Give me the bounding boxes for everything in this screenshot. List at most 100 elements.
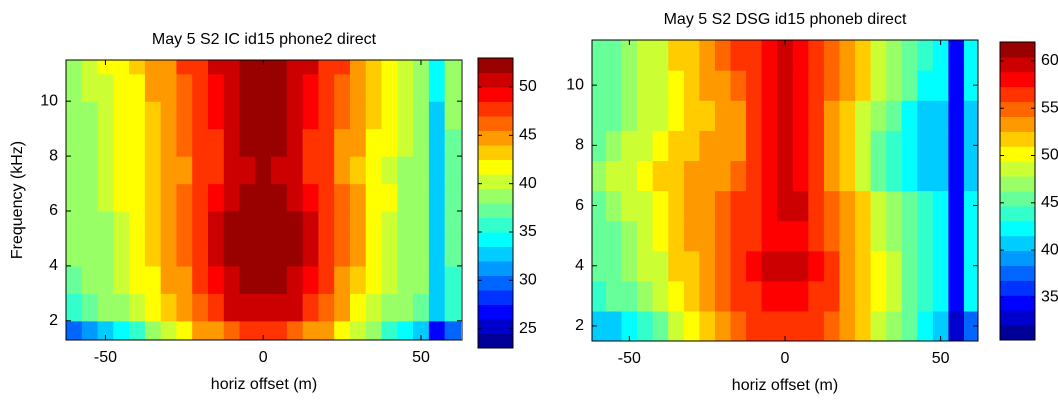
heatmap-cell xyxy=(192,73,209,102)
heatmap-cell xyxy=(855,70,872,101)
heatmap-cell xyxy=(144,73,162,102)
heatmap-cell xyxy=(81,156,99,185)
heatmap-cell xyxy=(192,183,209,212)
heatmap-cell xyxy=(823,310,841,341)
y-tick-label: 10 xyxy=(40,92,58,109)
heatmap-cell xyxy=(365,183,383,212)
heatmap-cell xyxy=(302,238,320,267)
heatmap-cell xyxy=(334,73,351,102)
colorbar-tick-label: 45 xyxy=(519,127,537,144)
heatmap-cell xyxy=(113,183,130,212)
heatmap-cell xyxy=(271,183,288,212)
heatmap-cell xyxy=(160,210,178,240)
heatmap-cell xyxy=(870,310,887,341)
heatmap-cell xyxy=(932,250,950,282)
heatmap-cell xyxy=(761,130,778,161)
heatmap-cell xyxy=(808,160,825,192)
colorbar-band xyxy=(478,72,513,88)
heatmap-cell xyxy=(207,238,225,267)
heatmap-cell xyxy=(81,183,99,212)
heatmap-cell xyxy=(271,156,288,185)
y-tick-label: 2 xyxy=(575,317,584,334)
heatmap-cell xyxy=(160,293,178,322)
heatmap-cell xyxy=(917,160,934,192)
heatmap-cell xyxy=(823,220,841,252)
heatmap-cell xyxy=(606,160,623,192)
heatmap-cell xyxy=(428,293,446,322)
heatmap-cell xyxy=(714,70,732,101)
heatmap-cell xyxy=(176,265,193,294)
heatmap-cell xyxy=(381,210,398,240)
heatmap-cell xyxy=(761,220,778,252)
heatmap-cell xyxy=(318,183,335,212)
heatmap-cell xyxy=(349,320,367,340)
heatmap-cell xyxy=(207,265,225,294)
heatmap-cell xyxy=(948,160,965,192)
heatmap-cell xyxy=(444,73,462,102)
colorbar-band xyxy=(478,290,513,305)
heatmap-cell xyxy=(239,210,256,240)
heatmap-cell xyxy=(714,280,732,312)
heatmap-cell xyxy=(761,160,778,192)
heatmap-cell xyxy=(699,250,716,282)
colorbar-band xyxy=(478,304,513,320)
heatmap-cell xyxy=(870,40,887,71)
heatmap-cell xyxy=(668,160,685,192)
x-tick-label: 0 xyxy=(781,350,790,367)
heatmap-cell xyxy=(397,60,414,75)
heatmap-cell xyxy=(652,160,669,192)
heatmap-cell xyxy=(730,100,747,131)
heatmap-cell xyxy=(413,156,430,185)
heatmap-cell xyxy=(606,100,623,131)
heatmap-cell xyxy=(592,310,607,341)
colorbar-tick-label: 45 xyxy=(1041,194,1058,211)
heatmap-cell xyxy=(239,156,256,185)
x-tick-label: -50 xyxy=(618,350,641,367)
heatmap-cell xyxy=(381,128,398,157)
heatmap-cell xyxy=(621,190,638,222)
heatmap-cell xyxy=(792,310,809,341)
heatmap-cell xyxy=(176,210,193,240)
heatmap-cell xyxy=(855,310,872,341)
heatmap-cell xyxy=(606,220,623,252)
heatmap-cell xyxy=(113,265,130,294)
heatmap-cell xyxy=(668,70,685,101)
heatmap-cell xyxy=(621,70,638,101)
heatmap-cell xyxy=(746,160,763,192)
heatmap-cell xyxy=(855,40,872,71)
heatmap-cell xyxy=(81,101,99,130)
heatmap-cell xyxy=(318,101,335,130)
heatmap-cell xyxy=(683,250,700,282)
heatmap-cell xyxy=(606,70,623,101)
heatmap-cell xyxy=(81,320,99,340)
heatmap-cell xyxy=(746,190,763,222)
heatmap-cell xyxy=(239,73,256,102)
heatmap-cell xyxy=(730,40,747,71)
colorbar-band xyxy=(1000,116,1035,132)
heatmap-cell xyxy=(365,265,383,294)
heatmap-cell xyxy=(746,250,763,282)
heatmap-cell xyxy=(66,73,83,102)
heatmap-cell xyxy=(97,265,114,294)
heatmap-cell xyxy=(444,238,462,267)
heatmap-cell xyxy=(397,101,414,130)
heatmap-cell xyxy=(160,73,178,102)
heatmap-cell xyxy=(97,73,114,102)
colorbar-band xyxy=(478,333,513,349)
heatmap-cell xyxy=(777,310,794,341)
heatmap-cell xyxy=(932,190,950,222)
heatmap-cell xyxy=(901,220,918,252)
heatmap-cell xyxy=(683,160,700,192)
heatmap-cell xyxy=(808,130,825,161)
heatmap-cell xyxy=(621,250,638,282)
heatmap-cell xyxy=(592,250,607,282)
heatmap-cell xyxy=(413,101,430,130)
heatmap-cell xyxy=(592,190,607,222)
heatmap-cell xyxy=(413,293,430,322)
heatmap-cell xyxy=(334,320,351,340)
heatmap-cell xyxy=(207,73,225,102)
heatmap-cell xyxy=(714,40,732,71)
heatmap-cell xyxy=(160,101,178,130)
heatmap-cell xyxy=(413,265,430,294)
heatmap-cell xyxy=(730,130,747,161)
